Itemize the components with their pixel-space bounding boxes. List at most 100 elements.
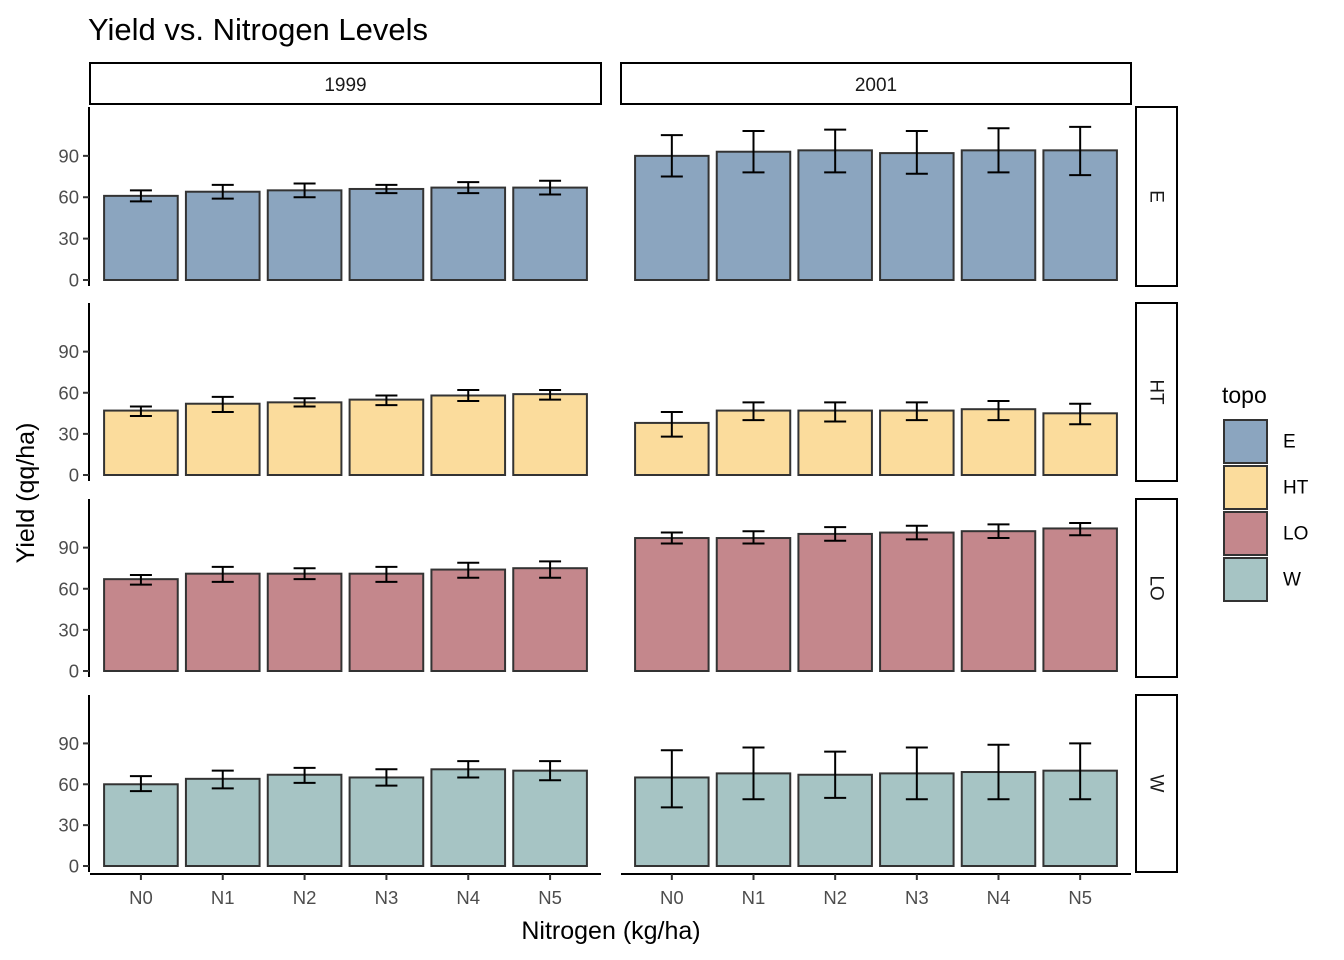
bar-ht-1999-n3 bbox=[348, 398, 425, 476]
y-tick-label: 90 bbox=[58, 733, 79, 754]
error-bar-e-1999-n1 bbox=[211, 183, 234, 200]
error-bar-lo-2001-n2 bbox=[824, 526, 847, 542]
error-bar-w-2001-n2 bbox=[824, 750, 847, 799]
bar-e-1999-n5 bbox=[512, 186, 588, 282]
y-tick-label: 0 bbox=[69, 465, 79, 486]
error-bar-lo-1999-n0 bbox=[129, 574, 152, 586]
error-bar-ht-1999-n5 bbox=[539, 389, 562, 401]
error-bar-lo-1999-n3 bbox=[375, 565, 398, 583]
strip-col-label-2001: 2001 bbox=[855, 75, 897, 96]
error-bar-w-1999-n3 bbox=[375, 768, 398, 787]
bar-w-1999-n0 bbox=[103, 783, 179, 868]
error-bar-e-2001-n0 bbox=[660, 134, 683, 178]
x-axis-title: Nitrogen (kg/ha) bbox=[521, 917, 700, 945]
error-bar-w-2001-n4 bbox=[987, 743, 1010, 801]
error-bar-e-2001-n2 bbox=[824, 128, 847, 174]
legend-swatch-e bbox=[1223, 419, 1268, 464]
bar-w-1999-n2 bbox=[266, 773, 343, 868]
strip-row-ht bbox=[1135, 302, 1178, 482]
panel-w-2001 bbox=[634, 742, 1118, 868]
panel-ht-2001 bbox=[634, 399, 1118, 477]
legend-label-lo: LO bbox=[1283, 524, 1308, 545]
bar-lo-1999-n5 bbox=[512, 567, 588, 673]
facet-panels bbox=[103, 125, 1118, 868]
bar-ht-1999-n2 bbox=[266, 401, 343, 477]
facet-strips: 1999 2001 E HT LO W bbox=[89, 62, 1178, 873]
bar-w-1999-n4 bbox=[430, 768, 507, 867]
panel-w-1999 bbox=[103, 760, 588, 868]
bar-lo-2001-n2 bbox=[797, 532, 873, 672]
x-axes: N0 N1 N2 N3 N4 N5 N0 N1 N2 N3 N4 N5 bbox=[90, 873, 1131, 908]
panel-e-2001 bbox=[634, 125, 1118, 282]
legend-swatch-w bbox=[1223, 557, 1268, 602]
x-tick-label-n0: N0 bbox=[129, 887, 153, 908]
error-bar-lo-2001-n0 bbox=[660, 531, 683, 545]
error-bar-e-1999-n4 bbox=[457, 181, 480, 195]
y-tick-label: 90 bbox=[58, 537, 79, 558]
bar-lo-1999-n0 bbox=[103, 578, 179, 673]
x-tick-label-n2: N2 bbox=[293, 887, 317, 908]
y-axes: 0 30 60 90 0 30 60 90 0 30 60 90 0 30 60 90 bbox=[58, 107, 90, 877]
error-bar-w-1999-n4 bbox=[457, 760, 480, 779]
legend-swatch-lo bbox=[1223, 511, 1268, 556]
error-bar-ht-2001-n3 bbox=[905, 401, 928, 422]
error-bar-lo-2001-n3 bbox=[905, 524, 928, 541]
legend-label-w: W bbox=[1283, 570, 1301, 591]
legend-label-ht: HT bbox=[1283, 478, 1309, 499]
error-bar-ht-2001-n2 bbox=[824, 401, 847, 423]
bar-lo-1999-n3 bbox=[348, 572, 425, 672]
bar-e-1999-n0 bbox=[103, 194, 179, 282]
bar-w-1999-n1 bbox=[184, 777, 261, 867]
bar-lo-1999-n4 bbox=[430, 568, 507, 673]
bar-ht-2001-n1 bbox=[715, 409, 792, 476]
strip-col-2001 bbox=[620, 62, 1132, 105]
x-tick-label-n1: N1 bbox=[742, 887, 766, 908]
y-tick-label: 90 bbox=[58, 341, 79, 362]
error-bar-w-2001-n3 bbox=[905, 746, 928, 801]
error-bar-ht-1999-n1 bbox=[211, 395, 234, 413]
x-tick-label-n0: N0 bbox=[660, 887, 684, 908]
error-bar-lo-2001-n1 bbox=[742, 530, 765, 545]
error-bar-w-2001-n0 bbox=[660, 749, 683, 809]
error-bar-lo-1999-n5 bbox=[539, 560, 562, 579]
legend-label-e: E bbox=[1283, 432, 1296, 453]
panel-lo-1999 bbox=[103, 560, 588, 673]
error-bar-ht-2001-n0 bbox=[660, 410, 683, 438]
x-tick-label-n5: N5 bbox=[538, 887, 562, 908]
error-bar-ht-1999-n3 bbox=[375, 394, 398, 407]
bar-lo-2001-n5 bbox=[1042, 527, 1118, 673]
error-bar-ht-1999-n2 bbox=[293, 397, 316, 408]
chart-title: Yield vs. Nitrogen Levels bbox=[88, 12, 428, 47]
bar-lo-1999-n2 bbox=[266, 572, 343, 672]
error-bar-lo-1999-n2 bbox=[293, 567, 316, 581]
legend-swatch-ht bbox=[1223, 465, 1268, 510]
legend-title: topo bbox=[1222, 382, 1267, 408]
x-tick-label-n1: N1 bbox=[211, 887, 235, 908]
y-tick-label: 0 bbox=[69, 661, 79, 682]
error-bar-e-1999-n3 bbox=[375, 183, 398, 195]
y-tick-label: 60 bbox=[58, 578, 79, 599]
error-bar-e-2001-n4 bbox=[987, 127, 1010, 174]
x-tick-label-n4: N4 bbox=[456, 887, 480, 908]
y-tick-label: 60 bbox=[58, 774, 79, 795]
error-bar-e-2001-n5 bbox=[1069, 125, 1092, 177]
error-bar-w-1999-n5 bbox=[539, 760, 562, 782]
y-tick-label: 30 bbox=[58, 619, 79, 640]
y-tick-label: 60 bbox=[58, 187, 79, 208]
legend: topo E HT LO W bbox=[1222, 382, 1309, 602]
error-bar-ht-1999-n4 bbox=[457, 389, 480, 402]
error-bar-e-2001-n1 bbox=[742, 130, 765, 174]
y-tick-label: 0 bbox=[69, 856, 79, 877]
error-bar-e-1999-n2 bbox=[293, 182, 316, 199]
bar-lo-1999-n1 bbox=[184, 572, 261, 672]
error-bar-w-2001-n1 bbox=[742, 746, 765, 801]
error-bar-lo-1999-n1 bbox=[211, 565, 234, 583]
panel-e-1999 bbox=[103, 179, 588, 282]
bar-lo-2001-n3 bbox=[879, 531, 955, 673]
strip-row-label-w: W bbox=[1146, 775, 1167, 793]
bar-w-1999-n3 bbox=[348, 776, 425, 867]
panel-ht-1999 bbox=[103, 389, 588, 477]
y-tick-label: 30 bbox=[58, 423, 79, 444]
bar-e-1999-n2 bbox=[266, 189, 343, 282]
